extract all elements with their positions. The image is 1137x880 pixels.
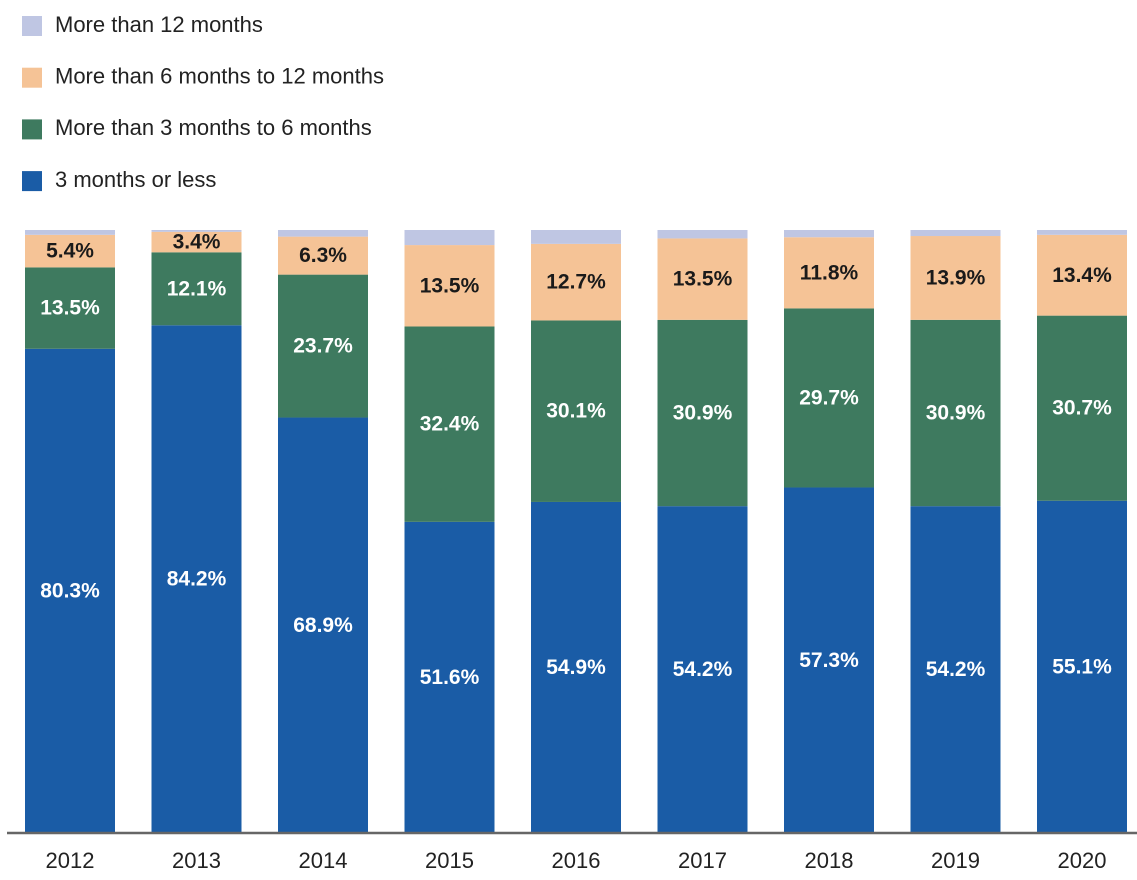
data-label: 30.9%	[926, 402, 986, 425]
data-label: 13.5%	[40, 297, 100, 320]
data-label: 3.4%	[173, 231, 221, 254]
legend-label: More than 12 months	[55, 12, 263, 37]
bar-segment	[784, 487, 874, 833]
bar-segment	[784, 237, 874, 309]
bar-segment	[151, 231, 242, 253]
data-label: 30.1%	[546, 400, 606, 423]
data-label: 13.5%	[420, 274, 480, 297]
data-label: 13.5%	[673, 268, 733, 291]
legend-swatch	[22, 67, 42, 88]
bar-segment	[25, 230, 115, 235]
data-label: 57.3%	[799, 649, 859, 672]
bar-segment	[910, 319, 1001, 507]
bar-segment	[404, 230, 495, 246]
data-label: 54.2%	[926, 658, 986, 681]
bar-segment	[910, 230, 1001, 237]
data-label: 55.1%	[1052, 655, 1112, 678]
bar-segment	[278, 274, 368, 418]
bar-segment	[657, 319, 748, 507]
data-label: 12.1%	[167, 277, 227, 300]
x-tick-label: 2019	[931, 848, 980, 873]
data-label: 30.7%	[1052, 397, 1112, 420]
legend-label: 3 months or less	[55, 167, 216, 192]
bar-segment	[404, 326, 495, 522]
data-label: 30.9%	[673, 402, 733, 425]
bar-segment	[404, 245, 495, 327]
data-label: 80.3%	[40, 579, 100, 602]
bar-segment	[278, 230, 368, 237]
bar-segment	[25, 234, 115, 268]
data-label: 32.4%	[420, 413, 480, 436]
bar-segment	[657, 230, 748, 239]
bar-segment	[657, 506, 748, 833]
bar-segment	[531, 230, 621, 244]
bar-segment	[278, 236, 368, 275]
data-label: 29.7%	[799, 386, 859, 409]
bar-segment	[151, 230, 242, 232]
bar-segment	[151, 252, 242, 326]
legend-swatch	[22, 16, 42, 36]
data-label: 54.9%	[546, 656, 606, 679]
data-label: 12.7%	[546, 271, 606, 294]
data-label: 11.8%	[800, 261, 859, 284]
x-tick-label: 2017	[678, 848, 727, 873]
data-label: 51.6%	[420, 666, 480, 689]
bar-segment	[657, 238, 748, 320]
bar-segment	[910, 236, 1001, 320]
bar-segment	[404, 521, 495, 833]
legend-label: More than 6 months to 12 months	[55, 64, 384, 89]
bar-segment	[531, 243, 621, 321]
bar-segment	[531, 501, 621, 833]
bar-segment	[1037, 315, 1127, 501]
x-tick-label: 2018	[805, 848, 854, 873]
bar-segment	[784, 308, 874, 488]
legend-swatch	[22, 171, 42, 192]
data-label: 6.3%	[299, 244, 347, 267]
bar-segment	[278, 417, 368, 833]
bar-segment	[1037, 500, 1127, 833]
data-label: 23.7%	[293, 335, 353, 358]
bar-segment	[910, 506, 1001, 833]
bar-segment	[151, 325, 242, 833]
bar-segment	[531, 320, 621, 502]
data-label: 13.4%	[1052, 264, 1112, 287]
x-tick-label: 2015	[425, 848, 474, 873]
data-label: 84.2%	[167, 568, 227, 591]
bar-segment	[1037, 230, 1127, 235]
x-tick-label: 2012	[46, 848, 95, 873]
bar-segment	[1037, 234, 1127, 316]
legend-swatch	[22, 119, 42, 140]
x-tick-label: 2016	[552, 848, 601, 873]
data-label: 68.9%	[293, 614, 353, 637]
x-tick-label: 2020	[1058, 848, 1107, 873]
legend-label: More than 3 months to 6 months	[55, 115, 372, 140]
x-tick-label: 2014	[299, 848, 348, 873]
x-tick-label: 2013	[172, 848, 221, 873]
data-label: 5.4%	[46, 240, 94, 263]
data-label: 13.9%	[926, 266, 986, 289]
bar-segment	[784, 230, 874, 238]
bar-segment	[25, 348, 115, 833]
data-label: 54.2%	[673, 658, 733, 681]
bar-segment	[25, 267, 115, 349]
